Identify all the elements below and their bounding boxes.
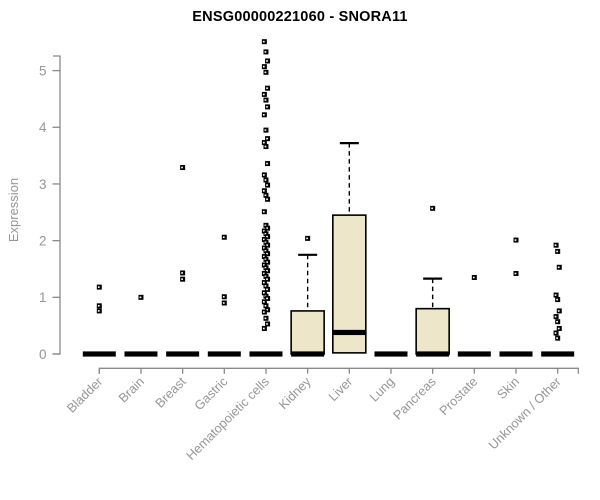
y-tick-label: 2 xyxy=(39,233,47,248)
boxplot-group xyxy=(124,294,158,357)
boxplot-group xyxy=(374,351,408,357)
boxplot-group xyxy=(249,39,283,357)
boxplot-group xyxy=(207,234,241,357)
boxplot-group xyxy=(332,142,367,354)
y-tick-label: 5 xyxy=(39,63,47,78)
median-bar xyxy=(124,351,158,357)
median-bar xyxy=(332,329,366,336)
boxplot-group xyxy=(82,284,116,357)
y-tick-label: 4 xyxy=(39,120,47,135)
median-bar xyxy=(416,351,450,357)
boxplot-group xyxy=(166,165,200,357)
x-tick-label: Brain xyxy=(115,374,147,406)
median-bar xyxy=(374,351,408,357)
x-tick-label: Unknown / Other xyxy=(485,373,564,452)
x-tick-label: Kidney xyxy=(275,373,314,412)
median-bar xyxy=(457,351,491,357)
median-bar xyxy=(207,351,241,357)
boxplot-group xyxy=(415,205,450,357)
chart-title: ENSG00000221060 - SNORA11 xyxy=(192,9,408,25)
x-tick-label: Liver xyxy=(325,373,356,404)
y-axis: 0 1 2 3 4 5 xyxy=(39,55,61,362)
median-bar xyxy=(499,351,533,357)
median-bar xyxy=(249,351,283,357)
median-bar xyxy=(82,351,116,357)
y-tick-label: 1 xyxy=(39,290,47,305)
x-tick-label: Lung xyxy=(366,374,397,405)
x-tick-label: Pancreas xyxy=(390,374,439,423)
boxplot-group xyxy=(541,242,575,357)
median-bar xyxy=(541,351,575,357)
median-bar xyxy=(166,351,200,357)
y-tick-label: 0 xyxy=(39,347,47,362)
x-tick-label: Prostate xyxy=(436,374,480,418)
x-tick-label: Breast xyxy=(152,374,189,411)
boxplot-group xyxy=(499,237,533,357)
boxplot-group xyxy=(457,274,491,357)
boxplot-group xyxy=(290,235,325,357)
median-bar xyxy=(291,351,325,357)
y-tick-label: 3 xyxy=(39,177,47,192)
x-tick-label: Gastric xyxy=(191,373,231,413)
x-tick-label: Skin xyxy=(494,374,522,402)
x-tick-label: Bladder xyxy=(64,373,106,415)
